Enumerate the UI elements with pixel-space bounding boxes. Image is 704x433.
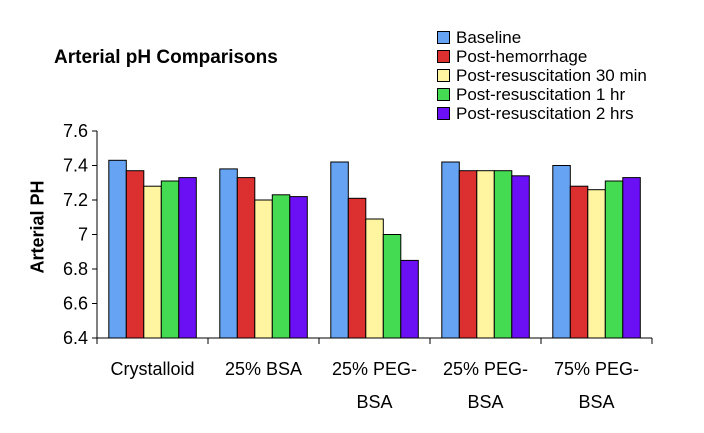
- legend-swatch: [437, 69, 450, 82]
- bar: [552, 165, 571, 339]
- bar: [219, 168, 238, 339]
- legend-label: Post-resuscitation 1 hr: [456, 84, 626, 104]
- legend-item-post-hemorrhage: Post-hemorrhage: [437, 47, 647, 66]
- legend-swatch: [437, 31, 450, 44]
- legend-item-post-resuscitation-2-hrs: Post-resuscitation 2 hrs: [437, 104, 647, 123]
- y-tick-label: 7.6: [63, 121, 88, 141]
- legend-item-post-resuscitation-1-hr: Post-resuscitation 1 hr: [437, 85, 647, 104]
- legend-label: Post-resuscitation 30 min: [456, 65, 647, 85]
- bar: [143, 185, 162, 339]
- bar: [458, 170, 478, 339]
- bar: [254, 199, 273, 339]
- bar: [587, 189, 606, 339]
- bar: [178, 177, 197, 339]
- bar: [160, 180, 180, 339]
- legend-item-baseline: Baseline: [437, 28, 647, 47]
- bar: [289, 196, 308, 339]
- bar: [493, 170, 513, 339]
- legend-swatch: [437, 88, 450, 101]
- x-category-label: 25% BSA: [225, 359, 302, 379]
- legend-label: Baseline: [456, 27, 522, 47]
- chart-title: Arterial pH Comparisons: [54, 47, 278, 68]
- legend-swatch: [437, 50, 450, 63]
- legend-label: Post-resuscitation 2 hrs: [456, 103, 634, 123]
- bar: [125, 170, 145, 339]
- bar: [347, 197, 367, 339]
- y-tick-label: 6.6: [63, 294, 88, 314]
- y-tick-label: 7.2: [63, 190, 88, 210]
- bar: [365, 218, 384, 339]
- bar: [236, 177, 256, 339]
- bar: [108, 159, 127, 339]
- y-tick-label: 6.4: [63, 328, 88, 348]
- bar: [511, 175, 530, 339]
- y-tick-label: 7.4: [63, 156, 88, 176]
- legend-swatch: [437, 107, 450, 120]
- legend-label: Post-hemorrhage: [456, 46, 588, 66]
- y-tick-label: 7: [78, 225, 88, 245]
- x-category-label: 25% PEG-BSA: [332, 359, 417, 412]
- legend: Baseline Post-hemorrhage Post-resuscitat…: [437, 28, 647, 123]
- y-tick-label: 6.8: [63, 259, 88, 279]
- bar: [441, 161, 460, 339]
- bar: [622, 177, 641, 339]
- bar: [569, 185, 589, 339]
- x-category-label: 25% PEG-BSA: [443, 359, 528, 412]
- bar: [271, 194, 291, 339]
- legend-item-post-resuscitation-30-min: Post-resuscitation 30 min: [437, 66, 647, 85]
- bar: [400, 259, 419, 339]
- x-category-label: 75% PEG-BSA: [554, 359, 639, 412]
- bar: [330, 161, 349, 339]
- bar: [382, 234, 402, 339]
- bar: [604, 180, 624, 339]
- x-category-label: Crystalloid: [110, 359, 194, 379]
- bar: [476, 170, 495, 339]
